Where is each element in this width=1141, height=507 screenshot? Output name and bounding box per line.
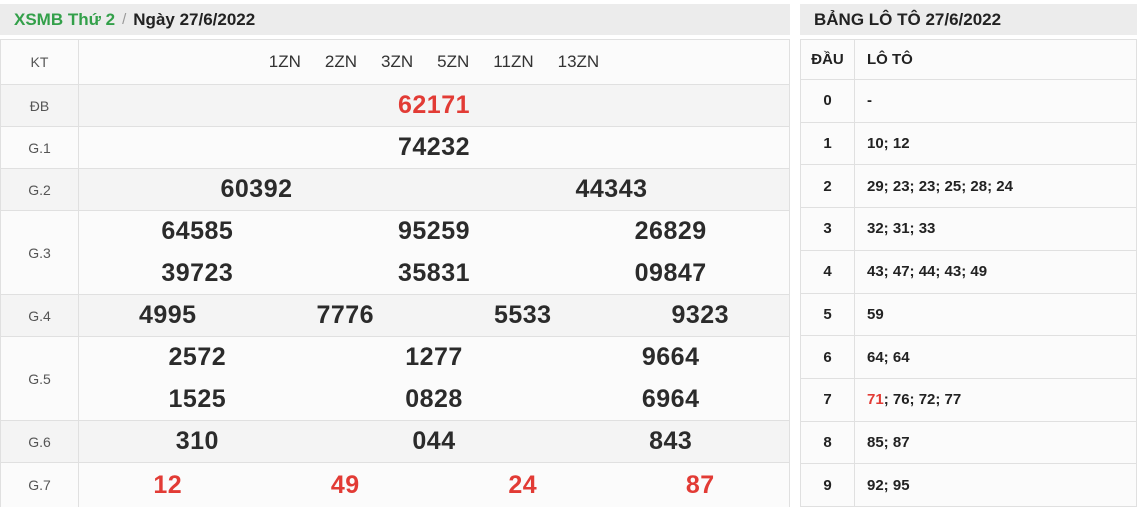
loto-head-digit: 1 [801,122,855,165]
row-label-g7: G.7 [1,463,79,507]
loto-head-digit: 8 [801,421,855,464]
loto-head-digit: 4 [801,250,855,293]
network-option-1zn[interactable]: 1ZN [268,52,301,71]
prize-row-g3: G.3 64585 95259 26829 39723 35831 09847 [1,211,789,295]
draw-date-label: Ngày 27/6/2022 [133,9,256,29]
prize-number: 310 [175,427,219,455]
network-option-3zn[interactable]: 3ZN [381,52,414,71]
prize-number: 0828 [405,384,463,413]
loto-panel: BẢNG LÔ TÔ 27/6/2022 ĐẦU LÔ TÔ 0 - 1 10;… [800,4,1137,507]
loto-row-9: 9 92; 95 [801,464,1136,507]
prize-number: 044 [412,427,456,455]
loto-numbers: 64; 64 [867,348,910,366]
loto-numbers: 10; 12 [867,135,910,153]
loto-head-digit: 2 [801,165,855,208]
prize-number: 44343 [575,175,648,203]
loto-row-6: 6 64; 64 [801,336,1136,379]
loto-panel-title: BẢNG LÔ TÔ 27/6/2022 [814,9,1002,29]
loto-row-5: 5 59 [801,293,1136,337]
loto-numbers: 59 [867,305,884,323]
row-label-g2: G.2 [1,169,79,210]
prize-number: 843 [649,427,693,455]
loto-head-digit: 0 [801,80,855,122]
prize-number: 2572 [168,343,227,372]
prize-number: 26829 [634,217,707,246]
breadcrumb-xsmb-link[interactable]: XSMB Thứ 2 [14,9,116,29]
prize-row-g6: G.6 310 044 843 [1,421,789,463]
loto-row-4: 4 43; 47; 44; 43; 49 [801,250,1136,294]
loto-numbers: - [867,92,872,110]
breadcrumb-separator: / [122,11,127,28]
prize-number: 39723 [161,258,234,287]
network-row: KT 1ZN 2ZN 3ZN 5ZN 11ZN 13ZN [1,40,789,85]
row-label-db: ĐB [1,85,79,126]
loto-head-digit: 9 [801,464,855,507]
prize-number: 95259 [397,217,471,246]
prize-number: 24 [508,470,538,499]
loto-row-3: 3 32; 31; 33 [801,208,1136,251]
loto-numbers: 29; 23; 23; 25; 28; 24 [867,177,1013,195]
loto-row-8: 8 85; 87 [801,421,1136,465]
loto-head-digit: 7 [801,378,855,421]
prize-number: 9323 [671,301,730,329]
row-label-g5: G.5 [1,337,79,420]
prize-number: 1525 [168,384,227,413]
prize-number: 62171 [397,91,471,119]
prize-row-g5: G.5 2572 1277 9664 1525 0828 6964 [1,337,789,421]
prize-row-g1: G.1 74232 [1,127,789,169]
prize-row-db: ĐB 62171 [1,85,789,127]
loto-header-bar: BẢNG LÔ TÔ 27/6/2022 [800,4,1137,35]
prize-number: 74232 [397,133,471,161]
row-label-kt: KT [1,40,79,84]
prize-row-g2: G.2 60392 44343 [1,169,789,211]
loto-numbers: 43; 47; 44; 43; 49 [867,263,988,281]
prize-number: 64585 [161,217,234,246]
loto-numbers: 92; 95 [867,476,910,494]
loto-numbers: ; 76; 72; 77 [883,391,962,409]
loto-head-digit: 3 [801,208,855,250]
prize-number: 4995 [138,301,197,329]
prize-number: 60392 [220,175,293,203]
prize-number: 7776 [316,301,375,329]
prize-number: 35831 [397,258,471,287]
column-header-loto: LÔ TÔ [867,51,913,68]
prize-number: 09847 [634,258,707,287]
loto-row-1: 1 10; 12 [801,122,1136,166]
network-option-11zn[interactable]: 11ZN [493,52,534,71]
prize-number: 49 [330,470,360,499]
loto-row-7: 7 71; 76; 72; 77 [801,378,1136,422]
network-option-5zn[interactable]: 5ZN [437,52,470,71]
prize-row-g7: G.7 12 49 24 87 [1,463,789,507]
row-label-g3: G.3 [1,211,79,294]
loto-head-digit: 5 [801,293,855,336]
row-label-g6: G.6 [1,421,79,462]
prize-number: 5533 [493,301,552,329]
network-option-2zn[interactable]: 2ZN [324,52,358,71]
loto-numbers: 85; 87 [867,433,910,451]
prize-number: 87 [685,470,715,499]
prize-number: 6964 [641,384,700,413]
results-header-bar: XSMB Thứ 2 / Ngày 27/6/2022 [0,4,790,35]
row-label-g1: G.1 [1,127,79,168]
column-header-dau: ĐẦU [801,40,855,79]
row-label-g4: G.4 [1,295,79,336]
results-table: KT 1ZN 2ZN 3ZN 5ZN 11ZN 13ZN ĐB 62171 G.… [0,39,790,507]
prize-row-g4: G.4 4995 7776 5533 9323 [1,295,789,337]
loto-row-2: 2 29; 23; 23; 25; 28; 24 [801,165,1136,209]
results-panel: XSMB Thứ 2 / Ngày 27/6/2022 KT 1ZN 2ZN 3… [0,4,790,507]
loto-special-number: 71 [867,391,884,409]
prize-number: 1277 [405,343,463,372]
loto-numbers: 32; 31; 33 [867,220,936,238]
prize-number: 9664 [641,343,700,372]
prize-number: 12 [153,470,183,499]
loto-table: ĐẦU LÔ TÔ 0 - 1 10; 12 2 29; 23; 23; 25;… [800,39,1137,507]
loto-table-header: ĐẦU LÔ TÔ [801,40,1136,80]
network-options: 1ZN 2ZN 3ZN 5ZN 11ZN 13ZN [79,40,789,84]
loto-row-0: 0 - [801,80,1136,123]
network-option-13zn[interactable]: 13ZN [557,52,600,71]
loto-head-digit: 6 [801,336,855,378]
